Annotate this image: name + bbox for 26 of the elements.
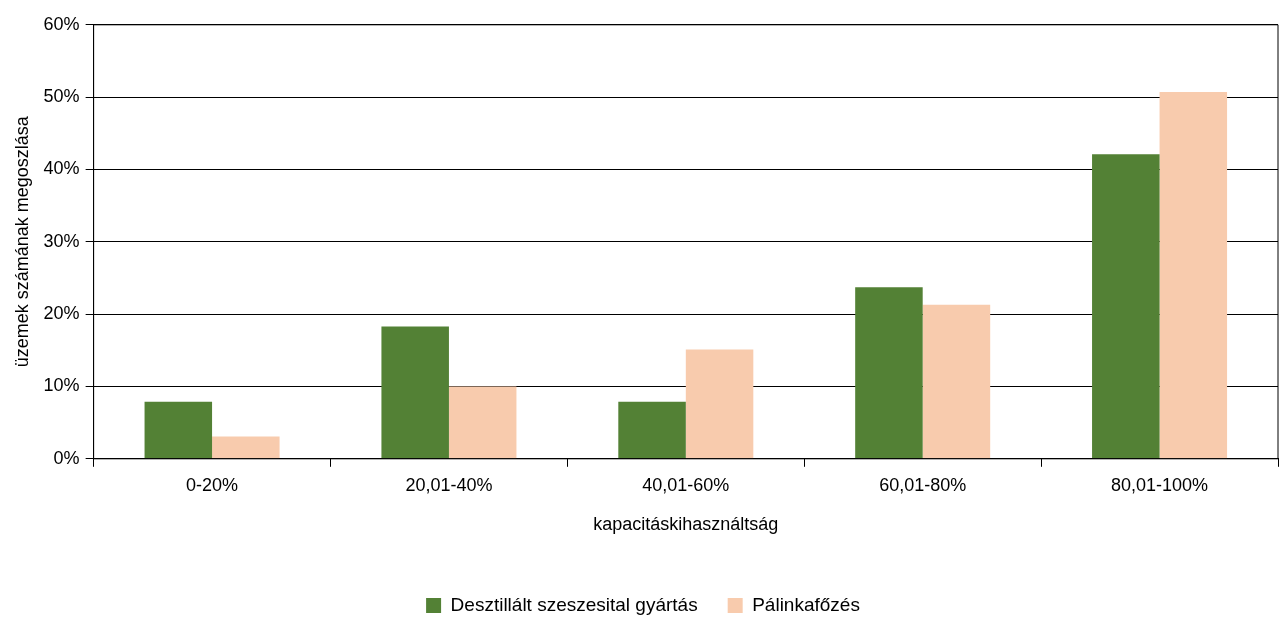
bar bbox=[1159, 92, 1228, 459]
bar bbox=[381, 326, 449, 459]
legend-label: Pálinkafőzés bbox=[752, 593, 860, 615]
y-tick-label: 50% bbox=[43, 86, 80, 107]
y-tick-label: 0% bbox=[53, 447, 80, 468]
bar bbox=[448, 386, 517, 459]
x-tick-label: 80,01-100% bbox=[1111, 474, 1209, 495]
x-tick-label: 0-20% bbox=[186, 474, 239, 495]
y-tick-label: 40% bbox=[43, 158, 80, 179]
bar bbox=[212, 436, 280, 459]
y-axis-title: üzemek számának megoszlása bbox=[11, 115, 32, 368]
y-tick-label: 20% bbox=[43, 303, 80, 324]
legend-label: Desztillált szeszesital gyártás bbox=[450, 593, 698, 615]
y-tick-label: 60% bbox=[43, 13, 80, 34]
bar bbox=[618, 401, 686, 459]
y-tick-label: 10% bbox=[43, 375, 80, 396]
x-axis-title: kapacitáskihasználtság bbox=[593, 514, 779, 535]
bar bbox=[855, 287, 923, 459]
bar bbox=[685, 349, 754, 459]
bar bbox=[1092, 154, 1160, 459]
bar bbox=[922, 304, 991, 459]
y-tick-label: 30% bbox=[43, 230, 80, 251]
bar bbox=[144, 401, 213, 459]
x-tick-label: 40,01-60% bbox=[642, 474, 730, 495]
x-tick-label: 60,01-80% bbox=[879, 474, 967, 495]
x-tick-label: 20,01-40% bbox=[405, 474, 493, 495]
